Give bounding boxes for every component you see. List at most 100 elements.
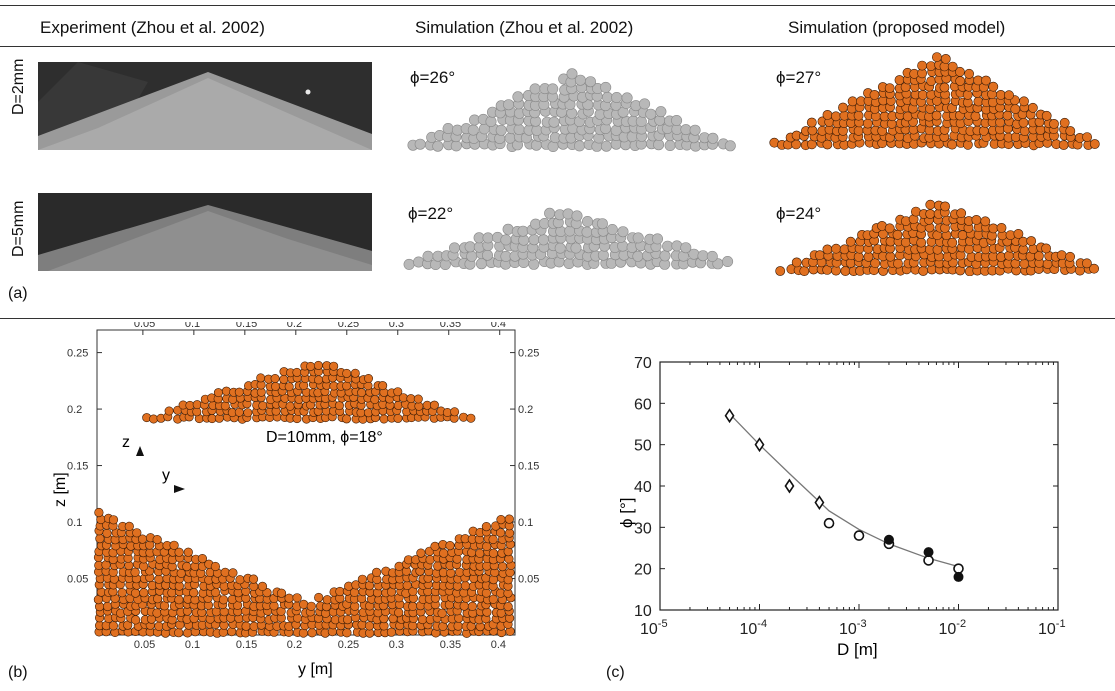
- grain: [197, 554, 207, 564]
- grain: [962, 89, 973, 100]
- grain: [117, 588, 127, 598]
- grain: [706, 250, 718, 262]
- grain: [925, 209, 936, 219]
- grain: [1081, 258, 1092, 269]
- grain: [503, 99, 515, 111]
- grain: [869, 90, 880, 100]
- grain: [971, 214, 982, 225]
- grain: [724, 140, 736, 152]
- angle-zhou-5mm: ϕ=22°: [408, 204, 454, 223]
- grain: [1089, 263, 1099, 274]
- y-tick-label: 30: [634, 520, 652, 537]
- data-point-filled-circle: [883, 534, 894, 545]
- grain: [1058, 140, 1069, 150]
- grain: [218, 595, 229, 605]
- grain: [791, 257, 802, 268]
- x-tick-label-top: 0.3: [389, 322, 404, 330]
- data-point-open-circle: [923, 555, 934, 566]
- grain: [978, 126, 989, 136]
- grain: [450, 407, 460, 417]
- grain: [459, 601, 469, 611]
- y-tick-label: 50: [634, 438, 652, 455]
- grain: [689, 124, 701, 136]
- grain: [235, 575, 245, 585]
- grain: [466, 250, 478, 262]
- y-tick-label: 40: [634, 479, 652, 496]
- data-point-diamond: [814, 495, 825, 510]
- zhou-sim-pile-2mm: [407, 68, 736, 153]
- grain: [995, 90, 1006, 100]
- experiment-photo-2mm: [38, 62, 372, 150]
- x-tick-label: 0.25: [338, 639, 359, 651]
- grain: [917, 90, 928, 100]
- grain: [655, 106, 667, 118]
- grain: [364, 621, 375, 631]
- panel-b-plot: 0.05 0.05 0.1 0.1 0.15 0.15 0.2 0.2 0.25 0.25 0.3 0…: [52, 322, 539, 678]
- grain: [248, 574, 259, 584]
- grain: [697, 250, 709, 262]
- angle-proposed-2mm: ϕ=27°: [776, 68, 822, 87]
- grain: [964, 68, 974, 79]
- grain: [481, 522, 492, 532]
- grain: [496, 515, 506, 525]
- grain: [132, 528, 142, 538]
- z-arrow-icon: [136, 446, 144, 456]
- grain: [182, 562, 192, 572]
- grain: [429, 400, 439, 410]
- header-rule: [0, 46, 1115, 47]
- grain: [422, 250, 434, 262]
- grain: [894, 75, 905, 85]
- grain: [1059, 117, 1070, 128]
- grain: [467, 124, 479, 136]
- grain: [475, 548, 485, 558]
- grain: [502, 223, 514, 235]
- grain: [495, 124, 507, 136]
- grain: [174, 547, 184, 557]
- grain: [664, 140, 676, 152]
- grain: [566, 68, 578, 80]
- grain: [611, 91, 623, 103]
- grain: [1003, 250, 1014, 261]
- chart-frame: [659, 361, 1059, 611]
- grain: [926, 61, 936, 71]
- grain: [152, 608, 162, 618]
- grain: [130, 567, 140, 577]
- grain: [314, 375, 324, 385]
- grain: [292, 593, 302, 603]
- grain: [394, 608, 404, 618]
- grain: [241, 621, 251, 631]
- x-tick-label: 10-5: [640, 618, 668, 638]
- grain: [152, 535, 162, 545]
- data-point-open-circle: [953, 563, 964, 574]
- grain: [1042, 259, 1053, 269]
- grain: [307, 628, 317, 638]
- grain: [416, 548, 426, 558]
- grain: [996, 222, 1007, 233]
- grain: [413, 256, 425, 268]
- grain: [581, 226, 593, 238]
- grain: [988, 223, 999, 234]
- grain: [210, 561, 220, 572]
- grain: [530, 139, 542, 151]
- grain: [425, 555, 435, 565]
- grain: [925, 199, 936, 210]
- grain: [378, 381, 388, 391]
- grain: [386, 627, 397, 637]
- grain: [806, 117, 817, 128]
- grain: [885, 251, 896, 262]
- grain: [606, 223, 618, 235]
- grain: [139, 588, 149, 598]
- grain: [393, 413, 403, 423]
- grain: [571, 210, 583, 222]
- grain: [453, 621, 463, 631]
- grain: [322, 595, 332, 605]
- grain: [1089, 139, 1100, 149]
- y-tick-label: 0.25: [67, 348, 88, 360]
- grain: [617, 226, 629, 238]
- panel-tag-b: (b): [8, 664, 28, 681]
- y-arrow-icon: [174, 485, 185, 493]
- grain: [503, 602, 513, 612]
- grain: [528, 258, 540, 270]
- grain: [271, 381, 281, 391]
- grain: [183, 547, 193, 557]
